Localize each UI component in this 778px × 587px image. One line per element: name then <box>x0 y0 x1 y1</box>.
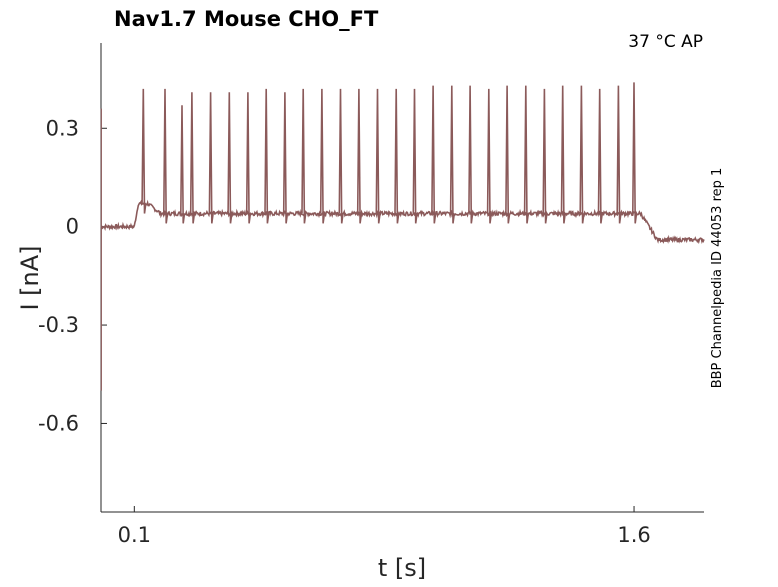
spike <box>356 88 363 224</box>
y-axis-label: I [nA] <box>16 245 44 310</box>
y-tick-label: -0.3 <box>38 313 79 337</box>
spike <box>597 88 603 224</box>
spike <box>616 85 622 224</box>
spike <box>449 85 456 224</box>
spike <box>632 82 638 224</box>
spike <box>282 92 289 224</box>
spike <box>412 88 418 224</box>
chart-title: Nav1.7 Mouse CHO_FT <box>114 7 379 31</box>
spike <box>486 88 493 224</box>
spike <box>523 85 530 224</box>
spike <box>141 88 147 214</box>
chart-annotation: 37 °C AP <box>628 32 703 52</box>
spike <box>180 105 186 224</box>
spike <box>394 88 400 224</box>
trace-line <box>100 199 705 245</box>
y-tick-label: 0.3 <box>46 116 79 140</box>
spike <box>505 85 511 224</box>
spike <box>468 85 474 224</box>
x-tick-label: 0.1 <box>118 523 151 547</box>
spike <box>338 88 344 224</box>
spike <box>542 88 548 224</box>
spike <box>319 88 326 224</box>
ticks: 0.1 1.6 0.3 0 -0.3 -0.6 <box>38 116 651 547</box>
spike <box>301 88 307 224</box>
side-label: BBP Channelpedia ID 44053 rep 1 <box>710 168 725 389</box>
spike <box>431 85 437 224</box>
x-tick-label: 1.6 <box>617 523 650 547</box>
spike <box>245 92 252 224</box>
y-tick-label: -0.6 <box>38 411 79 435</box>
spike <box>227 92 233 224</box>
spike <box>189 92 196 224</box>
spike <box>579 85 585 224</box>
series <box>100 82 705 391</box>
x-axis-label: t [s] <box>378 554 426 582</box>
y-tick-label: 0 <box>66 215 79 239</box>
spike <box>375 88 381 224</box>
spike <box>264 88 270 224</box>
spike <box>163 88 169 224</box>
spike <box>560 85 566 224</box>
spike <box>208 92 214 224</box>
